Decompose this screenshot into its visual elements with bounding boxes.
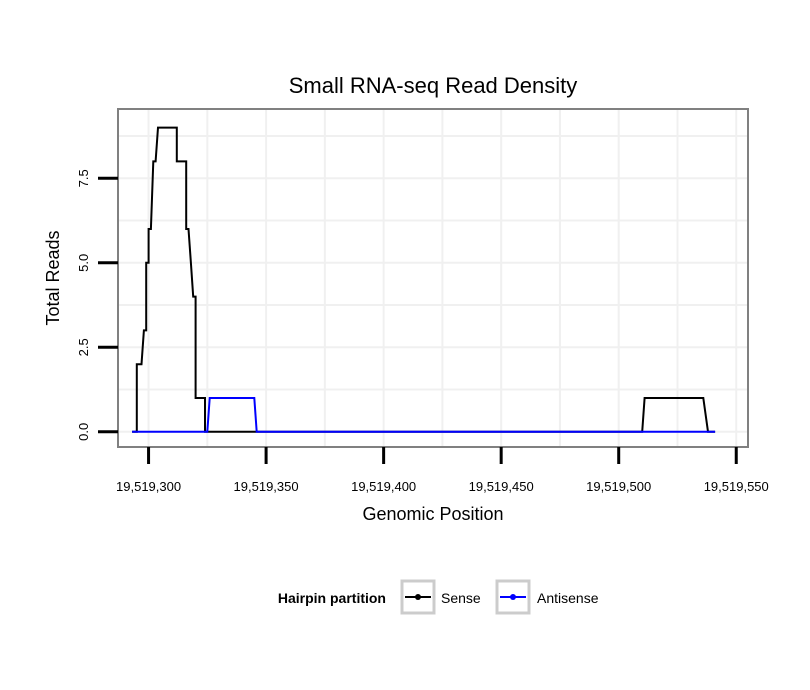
x-tick-label: 19,519,450 bbox=[469, 479, 534, 494]
legend-label-sense: Sense bbox=[441, 590, 481, 606]
y-axis: 0.0 2.5 5.0 7.5 bbox=[76, 169, 118, 441]
legend-label-antisense: Antisense bbox=[537, 590, 599, 606]
x-axis: 19,519,300 19,519,350 19,519,400 19,519,450… bbox=[116, 447, 769, 494]
series-line-antisense bbox=[132, 397, 716, 433]
legend-title: Hairpin partition bbox=[278, 590, 386, 606]
legend-key-sense-point bbox=[415, 594, 421, 600]
x-tick-label: 19,519,300 bbox=[116, 479, 181, 494]
plot-background bbox=[118, 109, 748, 447]
x-tick-label: 19,519,350 bbox=[234, 479, 299, 494]
y-tick-label: 0.0 bbox=[76, 423, 91, 441]
y-tick-label: 2.5 bbox=[76, 338, 91, 356]
x-tick-label: 19,519,500 bbox=[586, 479, 651, 494]
legend: Hairpin partition Sense Antisense bbox=[278, 579, 599, 615]
legend-key-antisense-point bbox=[510, 594, 516, 600]
y-tick-label: 5.0 bbox=[76, 254, 91, 272]
x-axis-title: Genomic Position bbox=[362, 504, 503, 524]
chart-title: Small RNA-seq Read Density bbox=[289, 73, 578, 98]
plot-border bbox=[117, 108, 749, 448]
y-tick-label: 7.5 bbox=[76, 169, 91, 187]
x-tick-label: 19,519,550 bbox=[704, 479, 769, 494]
series-group bbox=[132, 126, 716, 433]
y-axis-title: Total Reads bbox=[43, 230, 63, 325]
x-tick-label: 19,519,400 bbox=[351, 479, 416, 494]
